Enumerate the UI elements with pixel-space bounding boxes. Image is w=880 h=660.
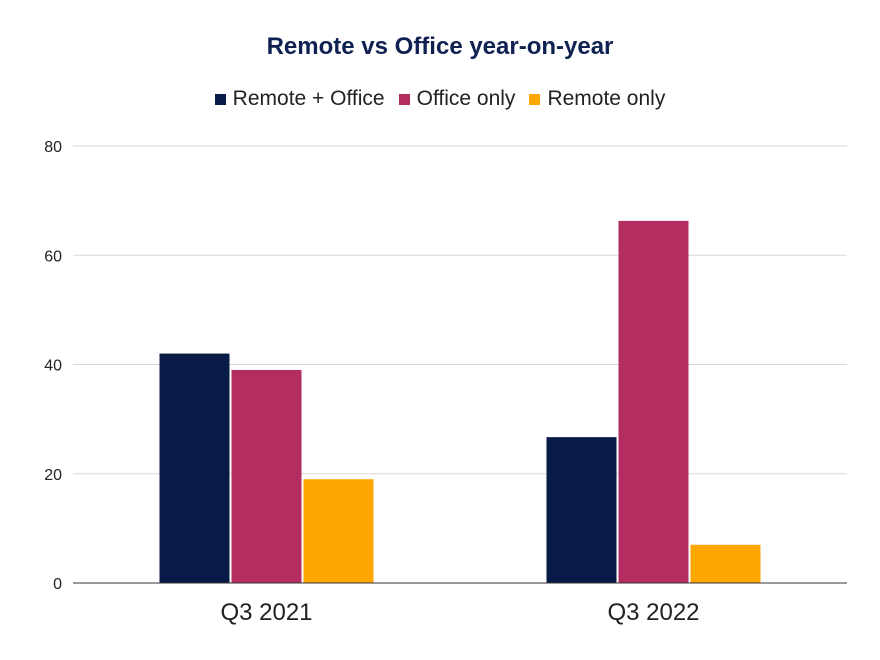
- bar: [546, 437, 617, 583]
- x-category-label: Q3 2021: [220, 599, 312, 626]
- bar: [618, 220, 689, 583]
- bar: [231, 369, 302, 583]
- legend-swatch-remote-office: [214, 93, 226, 105]
- legend-label-remote-only: Remote only: [547, 87, 666, 110]
- legend-label-remote-office: Remote + Office: [232, 87, 385, 110]
- bar: [303, 479, 374, 583]
- x-category-label: Q3 2022: [607, 599, 699, 626]
- legend-item-remote-only: Remote only: [529, 87, 665, 111]
- bar: [690, 544, 761, 583]
- legend-label-office-only: Office only: [416, 87, 516, 110]
- bar: [159, 353, 230, 583]
- y-tick-label: 20: [44, 467, 62, 484]
- chart-title: Remote vs Office year-on-year: [266, 33, 614, 60]
- legend-swatch-office-only: [398, 93, 410, 105]
- legend-swatch-remote-only: [529, 93, 541, 105]
- y-tick-label: 60: [44, 248, 62, 265]
- y-tick-label: 0: [53, 576, 62, 593]
- y-tick-label: 40: [44, 358, 62, 375]
- y-tick-label: 80: [44, 139, 62, 156]
- legend: Remote + Office Office only Remote only: [0, 87, 880, 111]
- legend-item-office-only: Office only: [398, 87, 516, 111]
- legend-item-remote-office: Remote + Office: [214, 87, 385, 111]
